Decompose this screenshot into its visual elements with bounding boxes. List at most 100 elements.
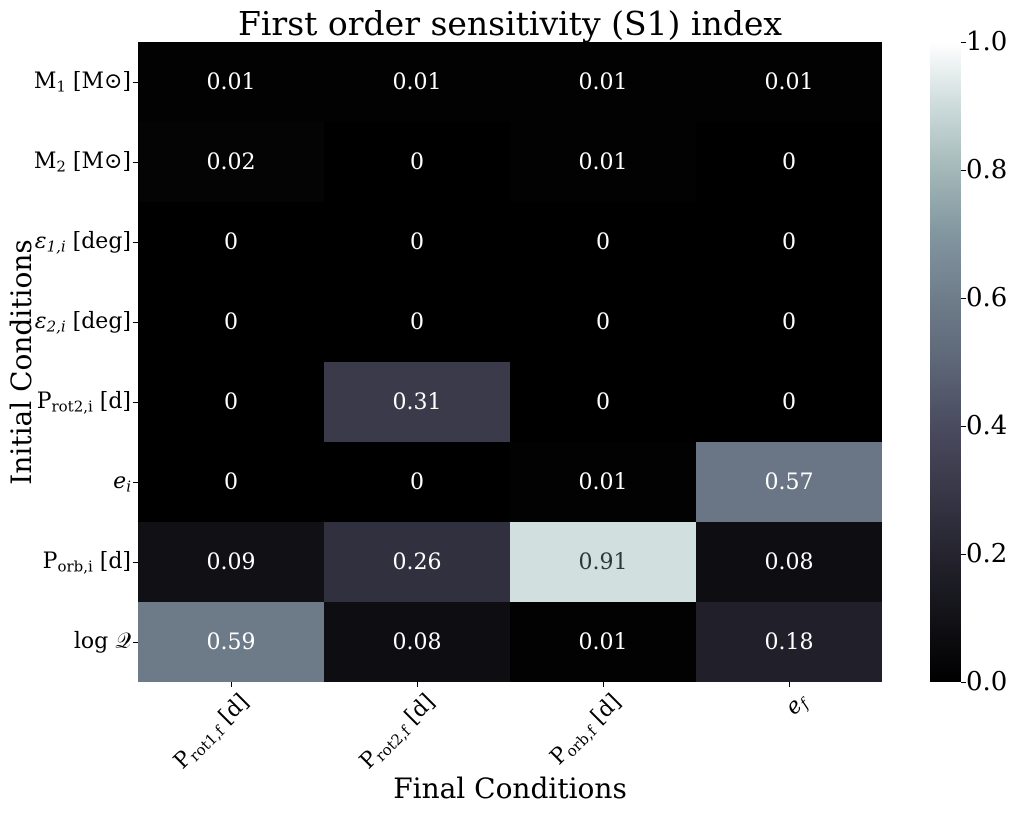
cell-value-label: 0: [596, 309, 610, 335]
heatmap-cell: [696, 122, 882, 203]
y-tick: [133, 162, 138, 163]
cell-value-label: 0: [782, 229, 796, 255]
y-tick-label-text-main: ε: [34, 229, 47, 254]
y-tick-label-text: ei: [113, 469, 131, 496]
y-tick-label: ε2,i [deg]: [0, 307, 131, 337]
cell-value-label: 0: [782, 309, 796, 335]
cell-value-label: 0: [596, 229, 610, 255]
cell-value-label: 0: [782, 149, 796, 175]
heatmap-cell: [324, 602, 511, 682]
y-tick-label-text-sub: orb,i: [57, 557, 93, 576]
colorbar-tick: [961, 170, 966, 171]
heatmap-cell: [510, 122, 697, 203]
cell-value-label: 0.91: [578, 549, 628, 575]
y-tick-label-text-main: ε: [34, 309, 47, 334]
cell-value-label: 0: [224, 389, 238, 415]
y-tick-label-text-main: log 𝒬: [73, 629, 131, 654]
cell-value-label: 0.01: [578, 469, 628, 495]
y-tick-label-text: ε1,i [deg]: [34, 229, 131, 256]
heatmap-cell: [138, 602, 325, 682]
y-tick-label-text-unit: [M⊙]: [65, 149, 131, 174]
x-tick-label-text: Prot1,f [d]: [169, 689, 254, 774]
cell-value-label: 0.09: [206, 549, 256, 575]
y-tick-label-text-sub: 2: [56, 157, 66, 176]
y-tick-label-text-main: e: [113, 469, 127, 494]
colorbar-tick-label: 1.0: [966, 27, 1008, 57]
y-tick-label-text-sub: 1: [56, 77, 66, 96]
heatmap-cell: [324, 42, 511, 123]
cell-value-label: 0: [596, 389, 610, 415]
y-tick-label-text-sub: 1,i: [46, 237, 66, 256]
y-tick-label: log 𝒬: [0, 627, 131, 657]
y-tick-label: Porb,i [d]: [0, 547, 131, 577]
cell-value-label: 0: [224, 309, 238, 335]
y-tick-label-text-main: M: [33, 149, 57, 174]
heatmap-cell: [324, 202, 511, 283]
y-tick-label-text-unit: [d]: [92, 389, 131, 414]
cell-value-label: 0.01: [764, 69, 814, 95]
heatmap-cell: [138, 362, 325, 443]
y-tick-label-text: M2 [M⊙]: [33, 149, 131, 176]
x-tick-label: Prot2,f [d]: [355, 689, 444, 778]
cell-value-label: 0: [410, 309, 424, 335]
x-tick-label: Porb,f [d]: [545, 689, 629, 773]
y-tick-label-text-unit: [deg]: [65, 229, 131, 254]
colorbar-tick: [961, 554, 966, 555]
cell-value-label: 0.26: [392, 549, 442, 575]
y-tick-label-text: ε2,i [deg]: [34, 309, 131, 336]
heatmap-cell: [696, 442, 882, 523]
cell-value-label: 0.01: [206, 69, 256, 95]
y-tick-label-text-main: M: [33, 69, 57, 94]
y-tick-label: M2 [M⊙]: [0, 147, 131, 177]
y-tick: [133, 242, 138, 243]
cell-value-label: 0.01: [578, 149, 628, 175]
cell-value-label: 0.59: [206, 629, 256, 655]
heatmap-cell: [510, 602, 697, 682]
heatmap-cell: [324, 122, 511, 203]
y-tick-label: Prot2,i [d]: [0, 387, 131, 417]
heatmap-grid: [138, 42, 882, 682]
heatmap-cell: [324, 282, 511, 363]
x-tick-label-text: ef: [781, 689, 813, 720]
y-tick: [133, 642, 138, 643]
colorbar-tick-label: 0.0: [966, 667, 1008, 697]
heatmap-cell: [510, 42, 697, 123]
y-tick-label-text-unit: [M⊙]: [65, 69, 131, 94]
heatmap-cell: [510, 282, 697, 363]
heatmap-cell: [138, 42, 325, 123]
cell-value-label: 0.01: [392, 69, 442, 95]
chart-title: First order sensitivity (S1) index: [237, 4, 782, 43]
cell-value-label: 0: [782, 389, 796, 415]
y-tick-label: M1 [M⊙]: [0, 67, 131, 97]
heatmap-cell: [138, 442, 325, 523]
colorbar-tick: [961, 298, 966, 299]
y-axis-title: Initial Conditions: [5, 239, 38, 485]
cell-value-label: 0: [224, 229, 238, 255]
x-tick-label: ef: [781, 689, 815, 723]
cell-value-label: 0: [410, 229, 424, 255]
y-tick: [133, 322, 138, 323]
heatmap-cell: [696, 602, 882, 682]
y-tick-label-text-main: P: [42, 549, 58, 574]
y-tick-label-text-unit: [deg]: [65, 309, 131, 334]
x-axis-title: Final Conditions: [393, 772, 627, 805]
y-tick-label-text: Prot2,i [d]: [37, 389, 131, 416]
cell-value-label: 0.01: [578, 69, 628, 95]
cell-value-label: 0: [410, 149, 424, 175]
colorbar-tick: [961, 682, 966, 683]
y-tick-label-text-sub: rot2,i: [51, 397, 93, 416]
colorbar-gradient: [930, 42, 961, 682]
x-tick: [789, 682, 790, 687]
y-tick-label-text: M1 [M⊙]: [33, 69, 131, 96]
heatmap-cell: [696, 362, 882, 443]
y-tick-label-text: Porb,i [d]: [42, 549, 131, 576]
y-tick-label-text-sub: 2,i: [46, 317, 66, 336]
heatmap-cell: [696, 522, 882, 603]
y-tick-label-text-sub: i: [126, 477, 131, 496]
heatmap-cell: [510, 362, 697, 443]
y-tick: [133, 482, 138, 483]
heatmap-cell: [138, 122, 325, 203]
y-tick: [133, 562, 138, 563]
colorbar-tick-label: 0.4: [966, 411, 1008, 441]
x-tick: [603, 682, 604, 687]
